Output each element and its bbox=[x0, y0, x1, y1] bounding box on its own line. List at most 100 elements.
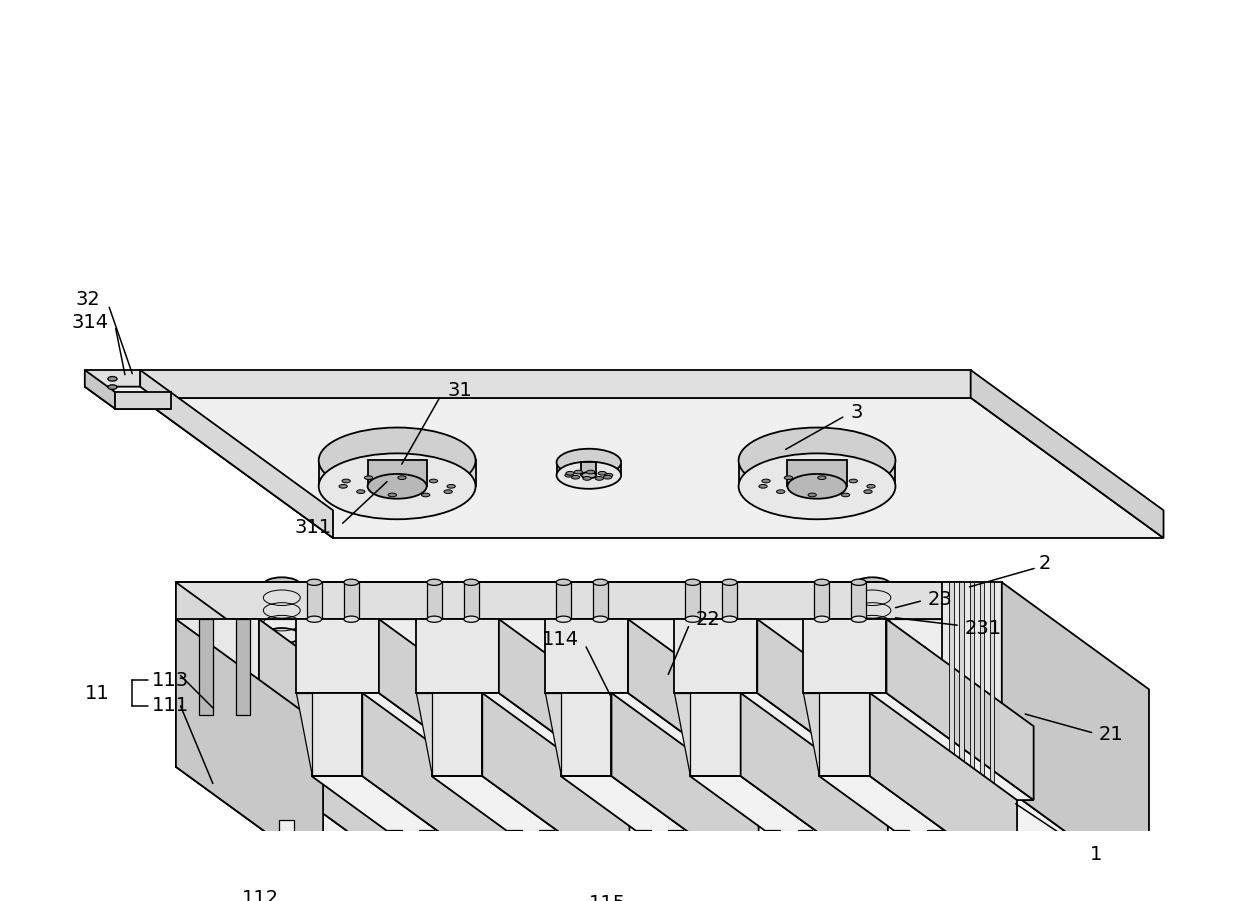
Polygon shape bbox=[84, 370, 140, 387]
Ellipse shape bbox=[343, 579, 358, 586]
Polygon shape bbox=[176, 767, 407, 874]
Text: 314: 314 bbox=[71, 313, 108, 332]
Polygon shape bbox=[949, 582, 954, 786]
Text: 114: 114 bbox=[542, 630, 579, 649]
Ellipse shape bbox=[388, 493, 397, 496]
Ellipse shape bbox=[854, 578, 890, 593]
Polygon shape bbox=[427, 582, 441, 619]
Ellipse shape bbox=[593, 616, 608, 623]
Polygon shape bbox=[820, 693, 869, 776]
Ellipse shape bbox=[329, 645, 345, 652]
Ellipse shape bbox=[595, 477, 604, 480]
Polygon shape bbox=[362, 693, 510, 883]
Ellipse shape bbox=[475, 678, 492, 686]
Polygon shape bbox=[546, 693, 560, 776]
Polygon shape bbox=[379, 619, 526, 800]
Ellipse shape bbox=[605, 473, 613, 478]
Polygon shape bbox=[926, 830, 941, 846]
Polygon shape bbox=[176, 619, 324, 874]
Ellipse shape bbox=[389, 890, 401, 895]
Ellipse shape bbox=[568, 678, 584, 686]
Polygon shape bbox=[539, 830, 554, 846]
Ellipse shape bbox=[926, 843, 941, 850]
Polygon shape bbox=[887, 619, 1034, 800]
Ellipse shape bbox=[541, 890, 552, 895]
Polygon shape bbox=[675, 693, 904, 800]
Polygon shape bbox=[546, 619, 629, 693]
Polygon shape bbox=[787, 460, 847, 487]
Ellipse shape bbox=[639, 890, 649, 895]
Text: 23: 23 bbox=[928, 590, 952, 609]
Ellipse shape bbox=[319, 453, 476, 519]
Polygon shape bbox=[263, 585, 300, 636]
Text: 2: 2 bbox=[1039, 554, 1052, 573]
Polygon shape bbox=[296, 619, 379, 693]
Polygon shape bbox=[854, 585, 890, 636]
Ellipse shape bbox=[986, 701, 1002, 707]
Ellipse shape bbox=[342, 479, 350, 483]
Ellipse shape bbox=[373, 678, 391, 686]
Ellipse shape bbox=[464, 616, 479, 623]
Ellipse shape bbox=[893, 701, 910, 707]
Polygon shape bbox=[281, 837, 291, 883]
Ellipse shape bbox=[929, 890, 940, 895]
Text: 22: 22 bbox=[696, 610, 720, 629]
Ellipse shape bbox=[522, 645, 538, 652]
Polygon shape bbox=[671, 846, 681, 892]
Ellipse shape bbox=[429, 479, 438, 483]
Ellipse shape bbox=[787, 474, 847, 499]
Text: 11: 11 bbox=[84, 684, 109, 703]
Ellipse shape bbox=[852, 616, 867, 623]
Ellipse shape bbox=[404, 701, 420, 707]
Ellipse shape bbox=[768, 890, 779, 895]
Ellipse shape bbox=[419, 843, 434, 850]
Ellipse shape bbox=[761, 678, 777, 686]
Polygon shape bbox=[629, 619, 775, 800]
Polygon shape bbox=[140, 370, 971, 397]
Ellipse shape bbox=[387, 843, 402, 850]
Polygon shape bbox=[560, 776, 759, 883]
Ellipse shape bbox=[792, 701, 808, 707]
Ellipse shape bbox=[357, 490, 365, 494]
Polygon shape bbox=[758, 619, 904, 800]
Ellipse shape bbox=[308, 616, 321, 623]
Polygon shape bbox=[279, 821, 294, 837]
Polygon shape bbox=[942, 786, 1149, 892]
Polygon shape bbox=[415, 619, 498, 693]
Ellipse shape bbox=[894, 843, 909, 850]
Ellipse shape bbox=[624, 645, 640, 652]
Polygon shape bbox=[296, 693, 526, 800]
Polygon shape bbox=[593, 582, 608, 619]
Ellipse shape bbox=[444, 490, 453, 494]
Text: 231: 231 bbox=[965, 619, 1002, 639]
Polygon shape bbox=[541, 846, 552, 892]
Polygon shape bbox=[557, 462, 621, 475]
Polygon shape bbox=[415, 693, 432, 776]
Polygon shape bbox=[740, 693, 888, 883]
Ellipse shape bbox=[785, 476, 792, 479]
Polygon shape bbox=[582, 462, 596, 475]
Polygon shape bbox=[852, 582, 867, 619]
Text: 113: 113 bbox=[153, 670, 188, 689]
Ellipse shape bbox=[279, 834, 294, 840]
Polygon shape bbox=[942, 582, 1002, 786]
Polygon shape bbox=[556, 582, 570, 619]
Ellipse shape bbox=[686, 579, 701, 586]
Polygon shape bbox=[198, 619, 213, 715]
Ellipse shape bbox=[776, 490, 785, 494]
Polygon shape bbox=[990, 582, 994, 786]
Ellipse shape bbox=[583, 477, 591, 480]
Polygon shape bbox=[636, 830, 651, 846]
Ellipse shape bbox=[556, 579, 570, 586]
Ellipse shape bbox=[604, 476, 611, 479]
Ellipse shape bbox=[539, 843, 554, 850]
Polygon shape bbox=[507, 830, 522, 846]
Ellipse shape bbox=[507, 843, 522, 850]
Text: 112: 112 bbox=[242, 889, 279, 901]
Polygon shape bbox=[800, 846, 811, 892]
Polygon shape bbox=[176, 582, 960, 619]
Ellipse shape bbox=[108, 377, 117, 381]
Ellipse shape bbox=[739, 428, 895, 494]
Polygon shape bbox=[546, 693, 775, 800]
Ellipse shape bbox=[797, 843, 812, 850]
